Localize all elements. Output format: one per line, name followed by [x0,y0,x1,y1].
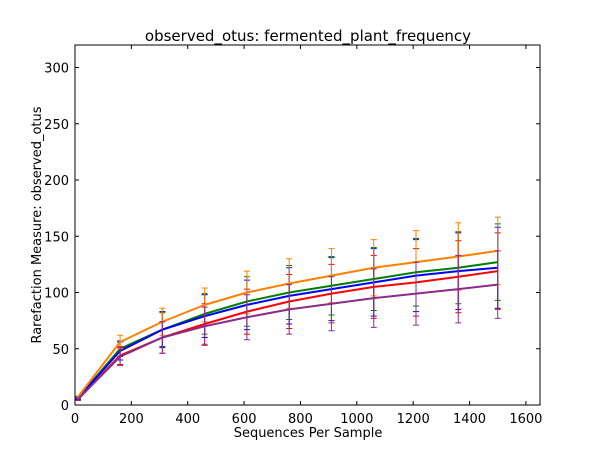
chart-title: observed_otus: fermented_plant_frequency [145,27,471,46]
series-line [77,261,498,399]
x-tick-label: 200 [119,412,144,427]
y-tick-label: 300 [44,62,69,77]
x-tick-label: 1600 [509,412,542,427]
series-group [74,226,501,400]
x-tick-label: 1000 [340,412,373,427]
series-group [74,223,501,400]
series-group [74,250,501,401]
x-axis-label: Sequences Per Sample [234,426,383,441]
y-tick-label: 100 [44,287,69,302]
x-tick-label: 1200 [397,412,430,427]
x-tick-label: 800 [288,412,313,427]
series-group [74,216,501,399]
y-tick-label: 250 [44,118,69,133]
x-tick-label: 1400 [453,412,486,427]
x-tick-label: 0 [71,412,79,427]
y-tick-label: 150 [44,230,69,245]
y-tick-label: 50 [52,343,69,358]
y-tick-label: 0 [61,399,69,414]
series-line [77,283,498,401]
x-tick-label: 600 [232,412,257,427]
series-line [77,270,498,401]
y-tick-label: 200 [44,174,69,189]
series-layer [74,216,501,401]
series-line [77,249,498,398]
series-group [74,232,501,401]
x-tick-label: 400 [175,412,200,427]
tick-layer: 0 200 400 600 800 1000 1200 1400 1600 0 50 100 150 20… [44,45,542,427]
plot-frame [74,44,541,406]
y-axis-label: Rarefaction Measure: observed_otus [30,106,45,343]
